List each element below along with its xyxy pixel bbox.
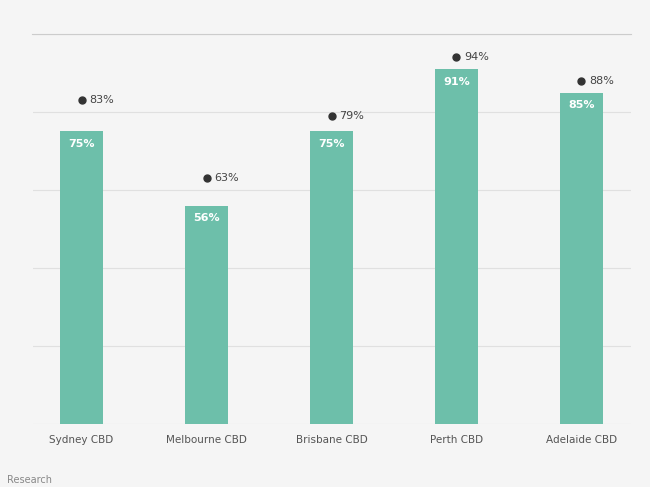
Legend: Average, Peak Days: Average, Peak Days (251, 485, 412, 487)
Text: 56%: 56% (193, 213, 220, 224)
Text: 94%: 94% (464, 53, 489, 62)
Bar (435, 69, 478, 424)
Bar (60, 131, 103, 424)
Text: 88%: 88% (589, 76, 614, 86)
Text: 75%: 75% (68, 139, 95, 150)
Text: 85%: 85% (568, 100, 595, 111)
Text: 79%: 79% (339, 111, 364, 121)
Text: 75%: 75% (318, 139, 344, 150)
Text: 83%: 83% (89, 95, 114, 105)
Bar (560, 93, 603, 424)
Text: 91%: 91% (443, 77, 470, 87)
Text: Research: Research (6, 474, 51, 485)
Text: 63%: 63% (214, 173, 239, 183)
Bar (309, 131, 354, 424)
Bar (185, 206, 228, 424)
